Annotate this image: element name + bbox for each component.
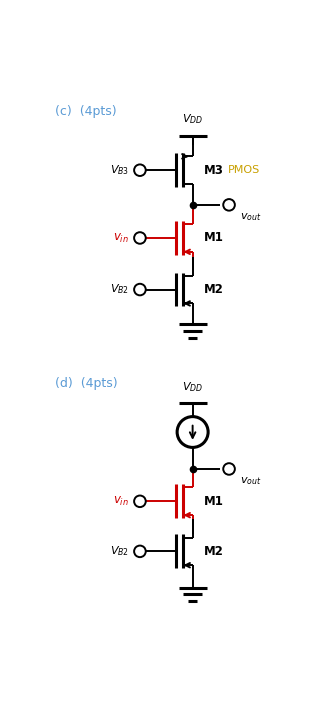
Text: $V_{B3}$: $V_{B3}$	[110, 163, 129, 177]
Text: M1: M1	[204, 232, 223, 244]
Text: M3: M3	[204, 164, 223, 177]
Text: M2: M2	[204, 283, 223, 296]
Text: $v_{out}$: $v_{out}$	[240, 211, 262, 223]
Text: (c)  (4pts): (c) (4pts)	[55, 105, 117, 118]
Text: $v_{out}$: $v_{out}$	[240, 475, 262, 487]
Text: $V_{B2}$: $V_{B2}$	[110, 544, 129, 558]
Text: (d)  (4pts): (d) (4pts)	[55, 377, 118, 390]
Text: $V_{B2}$: $V_{B2}$	[110, 283, 129, 296]
Text: M1: M1	[204, 495, 223, 508]
Text: $V_{DD}$: $V_{DD}$	[182, 380, 203, 393]
Text: $v_{in}$: $v_{in}$	[113, 232, 129, 244]
Text: $V_{DD}$: $V_{DD}$	[182, 112, 203, 127]
Text: PMOS: PMOS	[227, 165, 260, 175]
Text: M2: M2	[204, 545, 223, 558]
Text: $v_{in}$: $v_{in}$	[113, 495, 129, 508]
